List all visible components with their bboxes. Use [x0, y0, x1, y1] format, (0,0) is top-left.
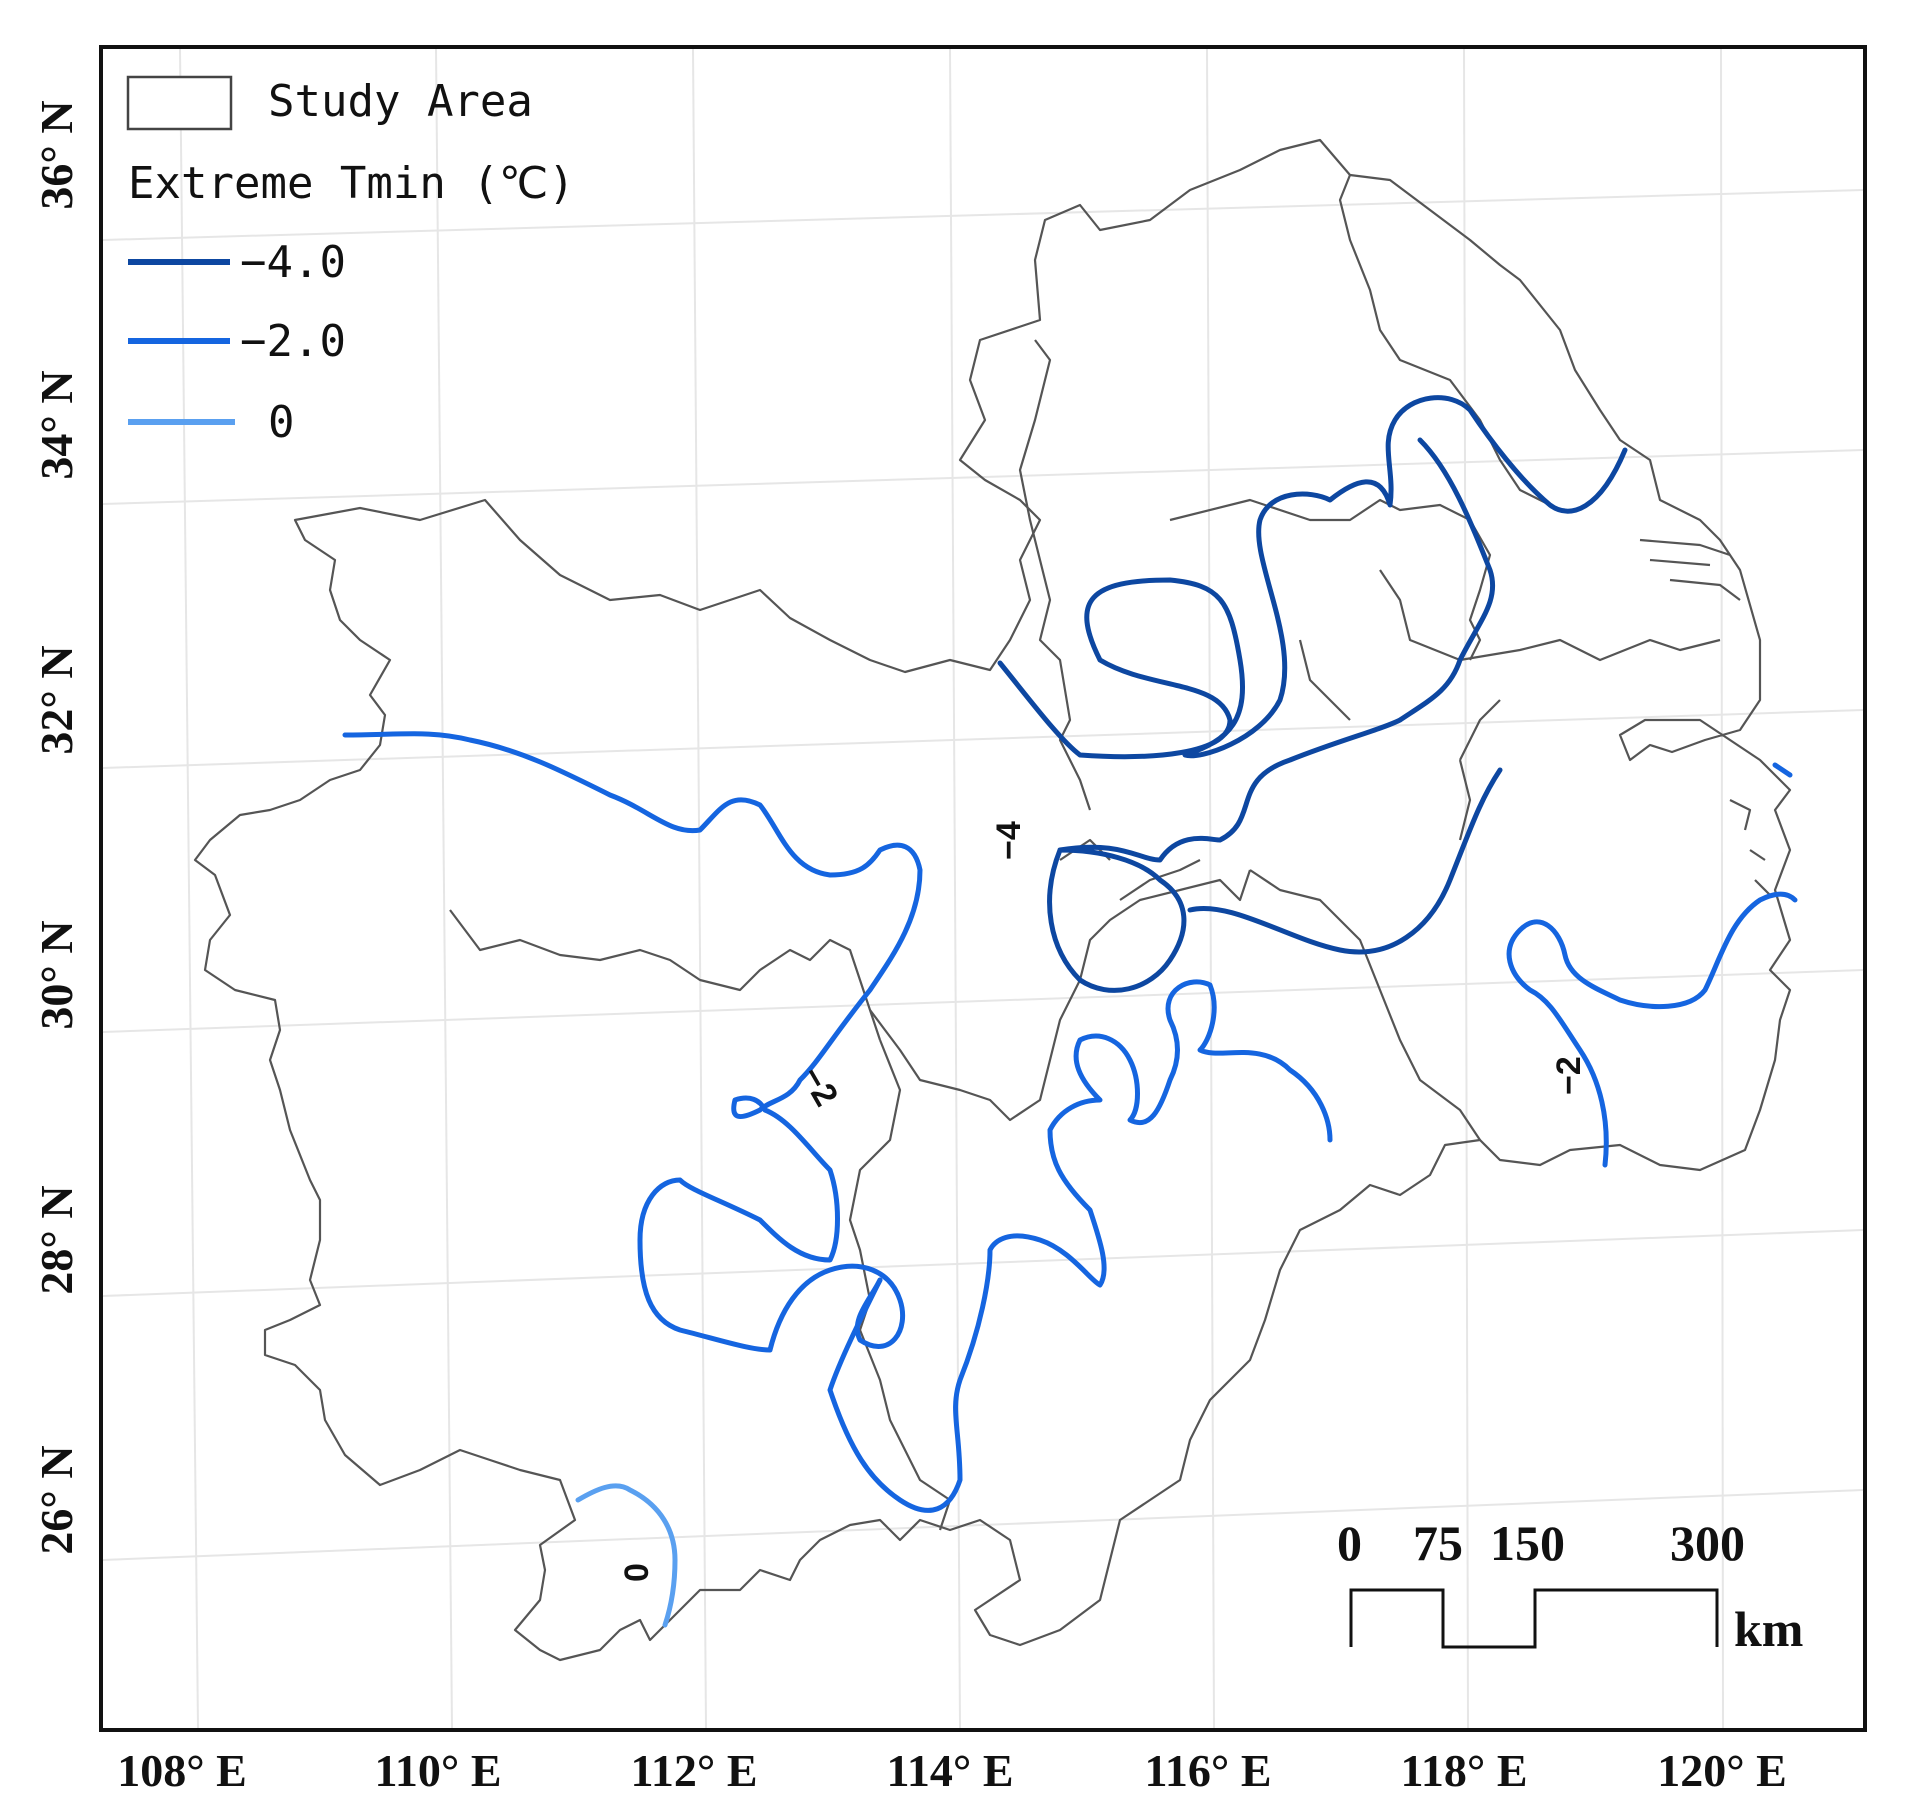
- province-boundary-yangtze: [1379, 569, 1721, 662]
- contour-label-minus4: −4: [990, 821, 1028, 860]
- coastline-islands: [1639, 538, 1771, 896]
- scale-unit: km: [1734, 1601, 1803, 1657]
- lon-label-110: 110° E: [374, 1745, 501, 1796]
- province-boundary-misc: [1059, 639, 1501, 901]
- province-boundary-east: [1169, 498, 1492, 661]
- legend: Study Area Extreme Tmin (℃) −4.0 −2.0 0: [126, 75, 575, 448]
- province-boundary-anhui-zhejiang: [1249, 869, 1481, 1141]
- lat-label-36: 36° N: [31, 100, 82, 209]
- study-area-boundary: [193, 138, 1792, 1662]
- contour-label-zero: 0: [618, 1563, 656, 1582]
- lat-label-32: 32° N: [31, 645, 82, 754]
- lon-label-114: 114° E: [886, 1745, 1013, 1796]
- province-boundary-central: [869, 869, 1252, 1122]
- scale-label-150: 150: [1490, 1515, 1565, 1571]
- legend-label-minus4: −4.0: [240, 237, 346, 288]
- graticule: [102, 48, 1864, 1729]
- contour-minus4-east: [1187, 767, 1503, 955]
- legend-label-minus2: −2.0: [240, 316, 346, 367]
- lon-label-116: 116° E: [1144, 1745, 1271, 1796]
- lon-label-112: 112° E: [630, 1745, 757, 1796]
- lat-label-28: 28° N: [31, 1185, 82, 1294]
- legend-study-area-label: Study Area: [268, 76, 533, 127]
- map-frame: [99, 45, 1867, 1732]
- lat-label-34: 34° N: [31, 370, 82, 479]
- scale-label-0: 0: [1337, 1515, 1362, 1571]
- province-boundary-hubei: [449, 909, 882, 1041]
- lat-label-30: 30° N: [31, 920, 82, 1029]
- contour-label-minus2-east: −2: [1550, 1056, 1588, 1095]
- latitude-axis: 26° N 28° N 30° N 32° N 34° N 36° N: [31, 100, 82, 1554]
- lat-label-26: 26° N: [31, 1445, 82, 1554]
- lon-label-108: 108° E: [117, 1745, 247, 1796]
- scale-label-300: 300: [1670, 1515, 1745, 1571]
- contour-minus4-north: [997, 395, 1628, 760]
- province-boundary-northsplit: [1338, 174, 1561, 511]
- contour-minus2-east: [1506, 891, 1798, 1168]
- study-area-outline: [193, 138, 1792, 1662]
- contour-minus2-central: [827, 979, 1333, 1513]
- contour-minus2-coast: [1772, 762, 1793, 778]
- scale-label-75: 75: [1413, 1515, 1463, 1571]
- lon-label-118: 118° E: [1400, 1745, 1527, 1796]
- legend-label-zero: 0: [268, 397, 295, 448]
- contour-minus4-loop: [1047, 437, 1496, 993]
- contour-minus2-west: [342, 731, 923, 1119]
- contour-minus2-south: [637, 1107, 906, 1353]
- scale-bar-graphic: [1349, 1588, 1719, 1649]
- legend-study-area-swatch: [126, 75, 233, 131]
- lon-label-120: 120° E: [1657, 1745, 1787, 1796]
- contour-zero: [575, 1483, 678, 1628]
- contour-lines: [342, 395, 1798, 1628]
- legend-title: Extreme Tmin (℃): [128, 158, 575, 209]
- scale-bar: 0 75 150 300 km: [1337, 1515, 1803, 1657]
- longitude-axis: 108° E 110° E 112° E 114° E 116° E 118° …: [117, 1745, 1787, 1796]
- province-boundary-north: [1018, 339, 1092, 811]
